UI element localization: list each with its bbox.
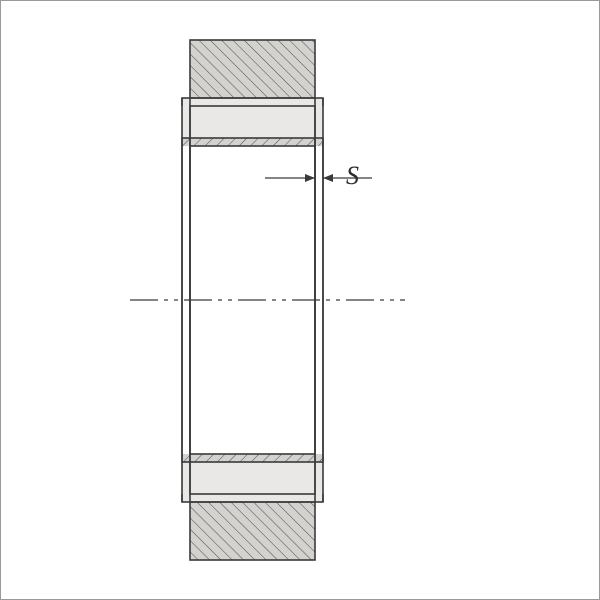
dimension-label-s: S [346, 161, 359, 190]
bearing-cross-section: S [0, 0, 600, 600]
